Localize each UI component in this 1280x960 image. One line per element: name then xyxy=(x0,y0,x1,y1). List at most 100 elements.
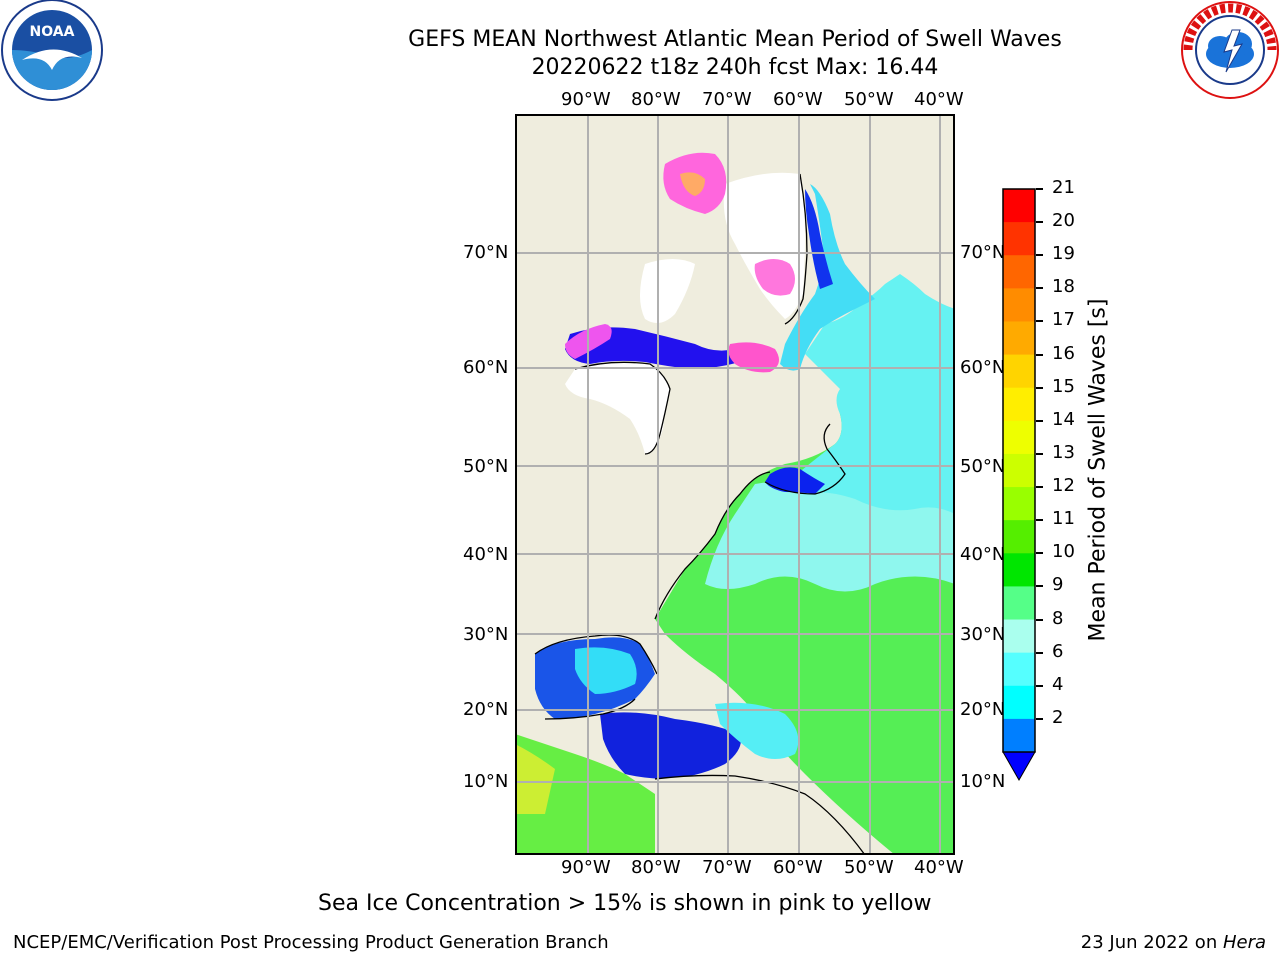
colorbar-tick-label: 12 xyxy=(1052,475,1075,497)
colorbar-tick-label: 19 xyxy=(1052,243,1075,265)
lat-label-right-70n: 70°N xyxy=(960,242,1006,263)
lat-label-right-10n: 10°N xyxy=(960,771,1006,792)
hudson-bay-ice xyxy=(565,362,670,454)
colorbar-tick-label: 20 xyxy=(1052,210,1075,232)
map-panel xyxy=(515,114,955,855)
colombia-yellow xyxy=(515,744,555,814)
colorbar-tick-mark xyxy=(1036,188,1043,190)
colorbar xyxy=(1002,188,1036,782)
footer-host: Hera xyxy=(1222,932,1266,953)
lat-label-left-20n: 20°N xyxy=(463,699,509,720)
graticule xyxy=(515,114,955,855)
colorbar-tick-mark xyxy=(1036,618,1043,621)
colorbar-tick-label: 10 xyxy=(1052,541,1075,563)
footer-credit: NCEP/EMC/Verification Post Processing Pr… xyxy=(13,932,609,953)
colorbar-segment xyxy=(1003,718,1035,753)
colorbar-frame xyxy=(1002,188,1036,753)
footer-date-text: 23 Jun 2022 on xyxy=(1080,932,1223,953)
colorbar-tick-mark xyxy=(1036,452,1043,455)
colorbar-tick-label: 18 xyxy=(1052,276,1075,298)
south-america-land xyxy=(655,775,865,855)
lon-label-bottom-50w: 50°W xyxy=(844,857,894,878)
colorbar-tick-mark xyxy=(1036,552,1043,555)
lon-label-top-70w: 70°W xyxy=(702,89,752,110)
colorbar-tick-mark xyxy=(1036,486,1043,489)
coastlines xyxy=(534,173,866,855)
venezuela-green xyxy=(515,734,655,855)
lon-label-bottom-90w: 90°W xyxy=(561,857,611,878)
colorbar-tick-mark xyxy=(1036,717,1043,720)
colorbar-tick-label: 6 xyxy=(1052,640,1064,662)
nws-logo xyxy=(1181,1,1279,99)
colorbar-tick-mark xyxy=(1036,353,1043,356)
colorbar-tick-mark xyxy=(1036,386,1043,389)
colorbar-segment xyxy=(1003,420,1035,455)
lon-label-bottom-60w: 60°W xyxy=(773,857,823,878)
lat-label-left-50n: 50°N xyxy=(463,456,509,477)
colorbar-tick-mark xyxy=(1036,519,1043,522)
colorbar-segment xyxy=(1003,255,1035,289)
colorbar-tick-label: 21 xyxy=(1052,177,1075,198)
caribbean-sea xyxy=(600,712,741,779)
lat-label-right-30n: 30°N xyxy=(960,624,1006,645)
colorbar-title: Mean Period of Swell Waves [s] xyxy=(1085,298,1111,642)
lon-label-top-40w: 40°W xyxy=(914,89,964,110)
colorbar-tick-mark xyxy=(1036,651,1043,654)
colorbar-tick-label: 4 xyxy=(1052,673,1064,695)
colorbar-segment xyxy=(1003,288,1035,322)
colorbar-segment xyxy=(1003,652,1035,687)
colorbar-segment xyxy=(1003,553,1035,587)
lon-label-top-90w: 90°W xyxy=(561,89,611,110)
colorbar-tick-mark xyxy=(1036,419,1043,422)
colorbar-segment xyxy=(1003,586,1035,621)
foxe-basin-ice xyxy=(640,259,695,323)
map-subtitle: 20220622 t18z 240h fcst Max: 16.44 xyxy=(531,55,939,80)
colorbar-tick-label: 17 xyxy=(1052,309,1075,331)
sea-ice-pink-hudson-strait xyxy=(728,342,779,373)
colorbar-segment xyxy=(1003,321,1035,356)
colorbar-segment xyxy=(1003,619,1035,654)
gulf-cyan xyxy=(575,647,637,694)
caribbean-cyan xyxy=(715,702,799,759)
lon-label-top-50w: 50°W xyxy=(844,89,894,110)
colorbar-tick-mark xyxy=(1036,320,1043,323)
colorbar-tick-mark xyxy=(1036,585,1043,588)
colorbar-segment xyxy=(1003,520,1035,554)
lat-label-left-70n: 70°N xyxy=(463,242,509,263)
colorbar-tick-label: 8 xyxy=(1052,607,1064,629)
sea-ice-caption: Sea Ice Concentration > 15% is shown in … xyxy=(318,891,932,916)
colorbar-tick-mark xyxy=(1036,287,1043,290)
lat-label-left-60n: 60°N xyxy=(463,357,509,378)
lon-label-top-80w: 80°W xyxy=(631,89,681,110)
colorbar-tick-label: 2 xyxy=(1052,706,1064,728)
svg-text:NOAA: NOAA xyxy=(30,24,75,40)
colorbar-tick-label: 9 xyxy=(1052,574,1064,596)
colorbar-tick-label: 15 xyxy=(1052,375,1075,397)
map-title: GEFS MEAN Northwest Atlantic Mean Period… xyxy=(408,27,1062,52)
sea-ice-pink-labrador xyxy=(754,259,795,296)
lat-label-left-10n: 10°N xyxy=(463,771,509,792)
lon-label-bottom-70w: 70°W xyxy=(702,857,752,878)
colorbar-segment xyxy=(1003,487,1035,521)
map-frame xyxy=(515,114,955,855)
colorbar-tick-label: 11 xyxy=(1052,508,1075,530)
colorbar-tick-label: 16 xyxy=(1052,342,1075,364)
colorbar-segment xyxy=(1003,453,1035,488)
footer-date: 23 Jun 2022 on Hera xyxy=(1081,932,1266,953)
lat-label-right-50n: 50°N xyxy=(960,456,1006,477)
noaa-logo: NOAA xyxy=(1,0,103,101)
colorbar-tick-mark xyxy=(1036,221,1043,224)
colorbar-segment xyxy=(1003,189,1035,223)
colorbar-tick-label: 14 xyxy=(1052,408,1075,430)
colorbar-tick-label: 13 xyxy=(1052,441,1075,463)
lon-label-bottom-40w: 40°W xyxy=(914,857,964,878)
lat-label-left-40n: 40°N xyxy=(463,544,509,565)
colorbar-tick-mark xyxy=(1036,684,1043,687)
lat-label-left-30n: 30°N xyxy=(463,624,509,645)
lat-label-right-20n: 20°N xyxy=(960,699,1006,720)
lat-label-right-60n: 60°N xyxy=(960,357,1006,378)
lon-label-top-60w: 60°W xyxy=(773,89,823,110)
lon-label-bottom-80w: 80°W xyxy=(631,857,681,878)
colorbar-segment xyxy=(1003,387,1035,422)
colorbar-segment xyxy=(1003,222,1035,256)
